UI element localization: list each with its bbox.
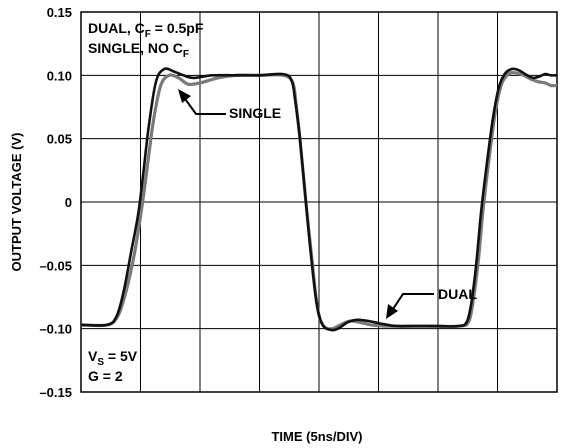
legend-dual-text: DUAL, CF = 0.5pF bbox=[88, 20, 204, 40]
y-tick-label: –0.15 bbox=[39, 385, 72, 400]
y-tick-label: 0.10 bbox=[47, 68, 72, 83]
y-tick-label: 0 bbox=[65, 195, 72, 210]
supply-voltage-note: VS = 5V bbox=[88, 348, 138, 368]
single-callout-label: SINGLE bbox=[229, 105, 281, 121]
grid bbox=[81, 12, 557, 392]
y-axis-label: OUTPUT VOLTAGE (V) bbox=[9, 133, 24, 272]
plot-frame bbox=[80, 11, 558, 393]
single-callout-arrow bbox=[178, 89, 226, 115]
x-axis-label: TIME (5ns/DIV) bbox=[271, 429, 362, 444]
series-line-dual bbox=[80, 67, 558, 332]
y-tick-labels: 0.15 0.10 0.05 0 –0.05 –0.10 –0.15 bbox=[39, 5, 72, 400]
y-tick-label: 0.15 bbox=[47, 5, 72, 20]
y-tick-label: –0.05 bbox=[39, 258, 72, 273]
y-tick-label: –0.10 bbox=[39, 322, 72, 337]
y-tick-label: 0.05 bbox=[47, 132, 72, 147]
dual-callout-label: DUAL bbox=[438, 286, 477, 302]
dual-callout-arrow bbox=[386, 293, 434, 319]
legend-single-text: SINGLE, NO CF bbox=[88, 40, 189, 60]
gain-note: G = 2 bbox=[88, 368, 123, 384]
series-lines bbox=[80, 67, 558, 332]
